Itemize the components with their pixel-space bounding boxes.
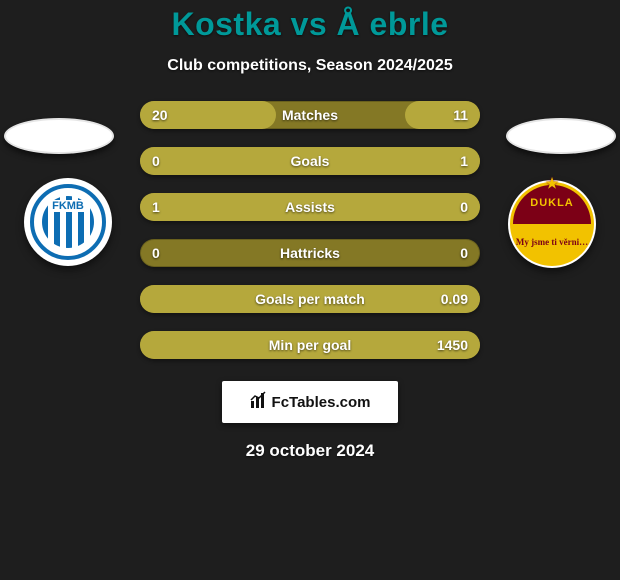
subtitle: Club competitions, Season 2024/2025 (0, 57, 620, 75)
stat-row: Min per goal 1450 (140, 331, 480, 359)
stat-fill-right (405, 101, 480, 129)
club-crest-left: FKMB (24, 178, 112, 266)
stat-row: Goals per match 0.09 (140, 285, 480, 313)
stat-value-left: 0 (152, 153, 160, 169)
source-badge[interactable]: FcTables.com (222, 381, 398, 423)
stat-value-right: 1 (460, 153, 468, 169)
stat-row: 20 Matches 11 (140, 101, 480, 129)
page-title: Kostka vs Å ebrle (0, 0, 620, 43)
stat-label: Goals (291, 153, 330, 169)
stat-row: 0 Hattricks 0 (140, 239, 480, 267)
stat-value-right: 0 (460, 245, 468, 261)
player-photo-right (506, 118, 616, 154)
crest-left-code: FKMB (50, 200, 86, 212)
stat-value-left: 20 (152, 107, 168, 123)
stat-value-left: 0 (152, 245, 160, 261)
star-icon: ★ (546, 175, 559, 192)
stat-label: Matches (282, 107, 338, 123)
stat-label: Hattricks (280, 245, 340, 261)
stat-row: 0 Goals 1 (140, 147, 480, 175)
source-badge-text: FcTables.com (272, 394, 371, 411)
crest-right-sub: My jsme ti věrni… (516, 237, 588, 247)
stat-row: 1 Assists 0 (140, 193, 480, 221)
player-photo-left (4, 118, 114, 154)
crest-right-name: DUKLA (517, 197, 587, 209)
stat-value-right: 1450 (437, 337, 468, 353)
stat-value-right: 11 (453, 107, 468, 123)
club-crest-right: ★ DUKLA My jsme ti věrni… (508, 180, 596, 268)
stat-label: Min per goal (269, 337, 351, 353)
stat-value-left: 1 (152, 199, 160, 215)
stat-label: Assists (285, 199, 335, 215)
stat-value-right: 0 (460, 199, 468, 215)
date-label: 29 october 2024 (0, 441, 620, 461)
stat-label: Goals per match (255, 291, 365, 307)
comparison-card: Kostka vs Å ebrle Club competitions, Sea… (0, 0, 620, 580)
stat-value-right: 0.09 (441, 291, 468, 307)
chart-icon (250, 391, 268, 413)
